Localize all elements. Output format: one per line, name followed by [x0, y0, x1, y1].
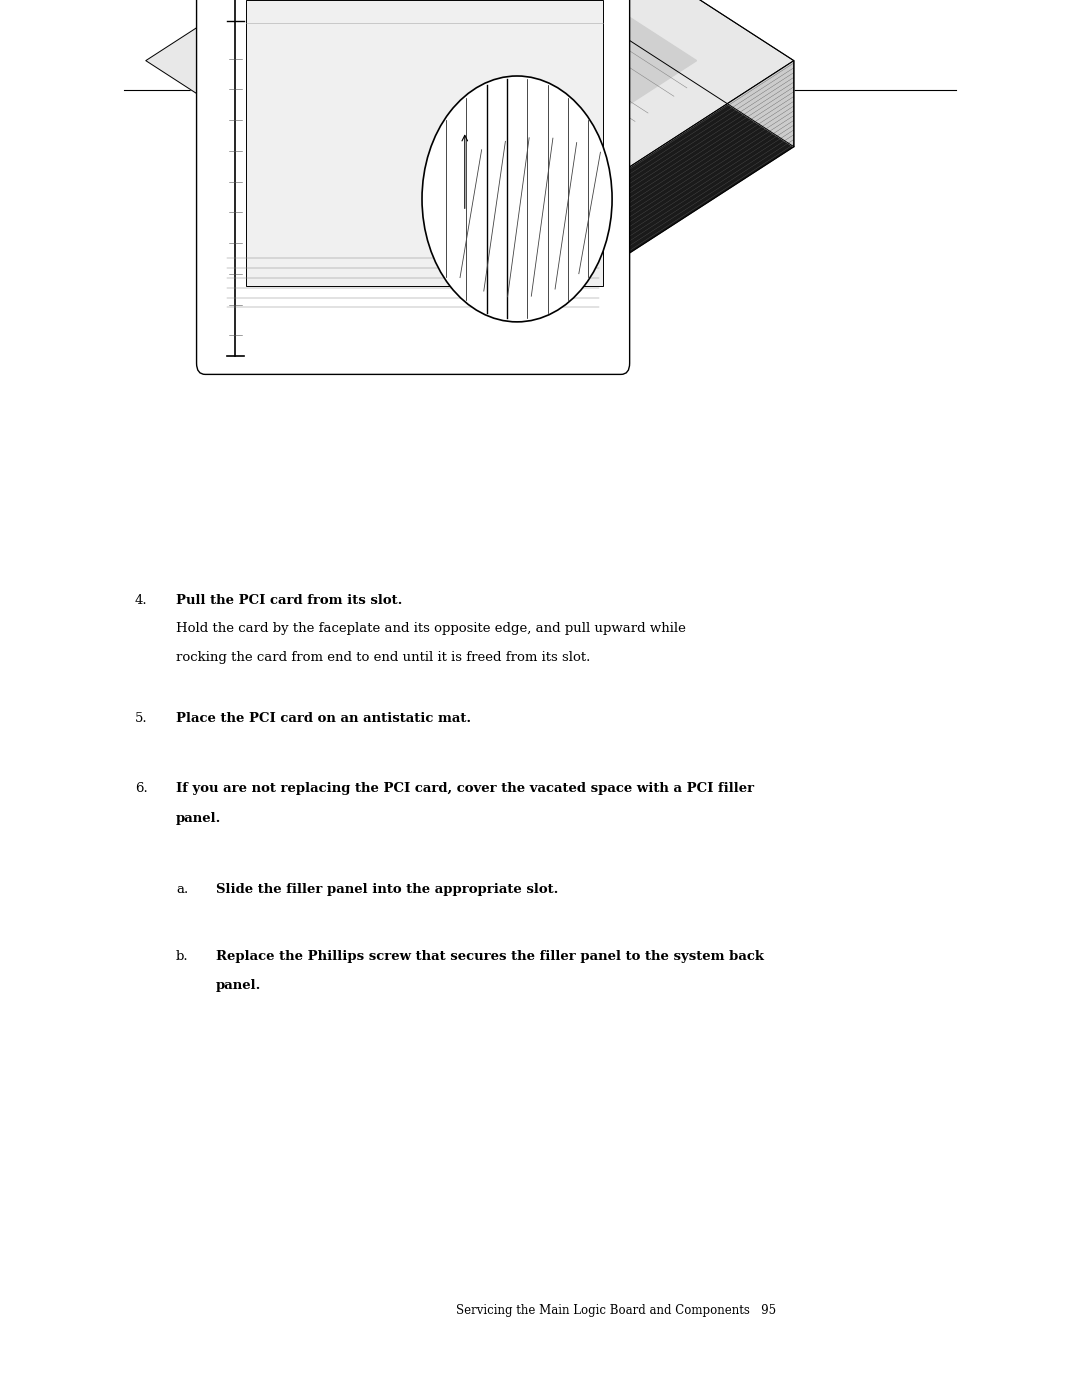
Text: If you are not replacing the PCI card, cover the vacated space with a PCI filler: If you are not replacing the PCI card, c… [176, 782, 754, 795]
Bar [246, 0, 603, 286]
Text: panel.: panel. [216, 979, 261, 992]
Text: Servicing the Main Logic Board and Components   95: Servicing the Main Logic Board and Compo… [456, 1305, 775, 1317]
Polygon shape [470, 0, 794, 147]
Text: 4.: 4. [135, 594, 148, 606]
Text: Place the PCI card on an antistatic mat.: Place the PCI card on an antistatic mat. [176, 712, 471, 725]
Text: b.: b. [176, 950, 189, 963]
Polygon shape [146, 0, 794, 270]
Text: Slide the filler panel into the appropriate slot.: Slide the filler panel into the appropri… [216, 883, 558, 895]
Text: panel.: panel. [176, 812, 221, 824]
Text: 5.: 5. [135, 712, 148, 725]
FancyBboxPatch shape [197, 0, 630, 374]
Polygon shape [243, 0, 697, 207]
Text: a.: a. [176, 883, 188, 895]
Text: Pull the PCI card from its slot.: Pull the PCI card from its slot. [176, 594, 403, 606]
Text: Hold the card by the faceplate and its opposite edge, and pull upward while: Hold the card by the faceplate and its o… [176, 622, 686, 634]
Text: Replace the Phillips screw that secures the filler panel to the system back: Replace the Phillips screw that secures … [216, 950, 764, 963]
Text: rocking the card from end to end until it is freed from its slot.: rocking the card from end to end until i… [176, 651, 591, 664]
Text: 6.: 6. [135, 782, 148, 795]
Polygon shape [470, 60, 794, 356]
Circle shape [422, 75, 612, 321]
